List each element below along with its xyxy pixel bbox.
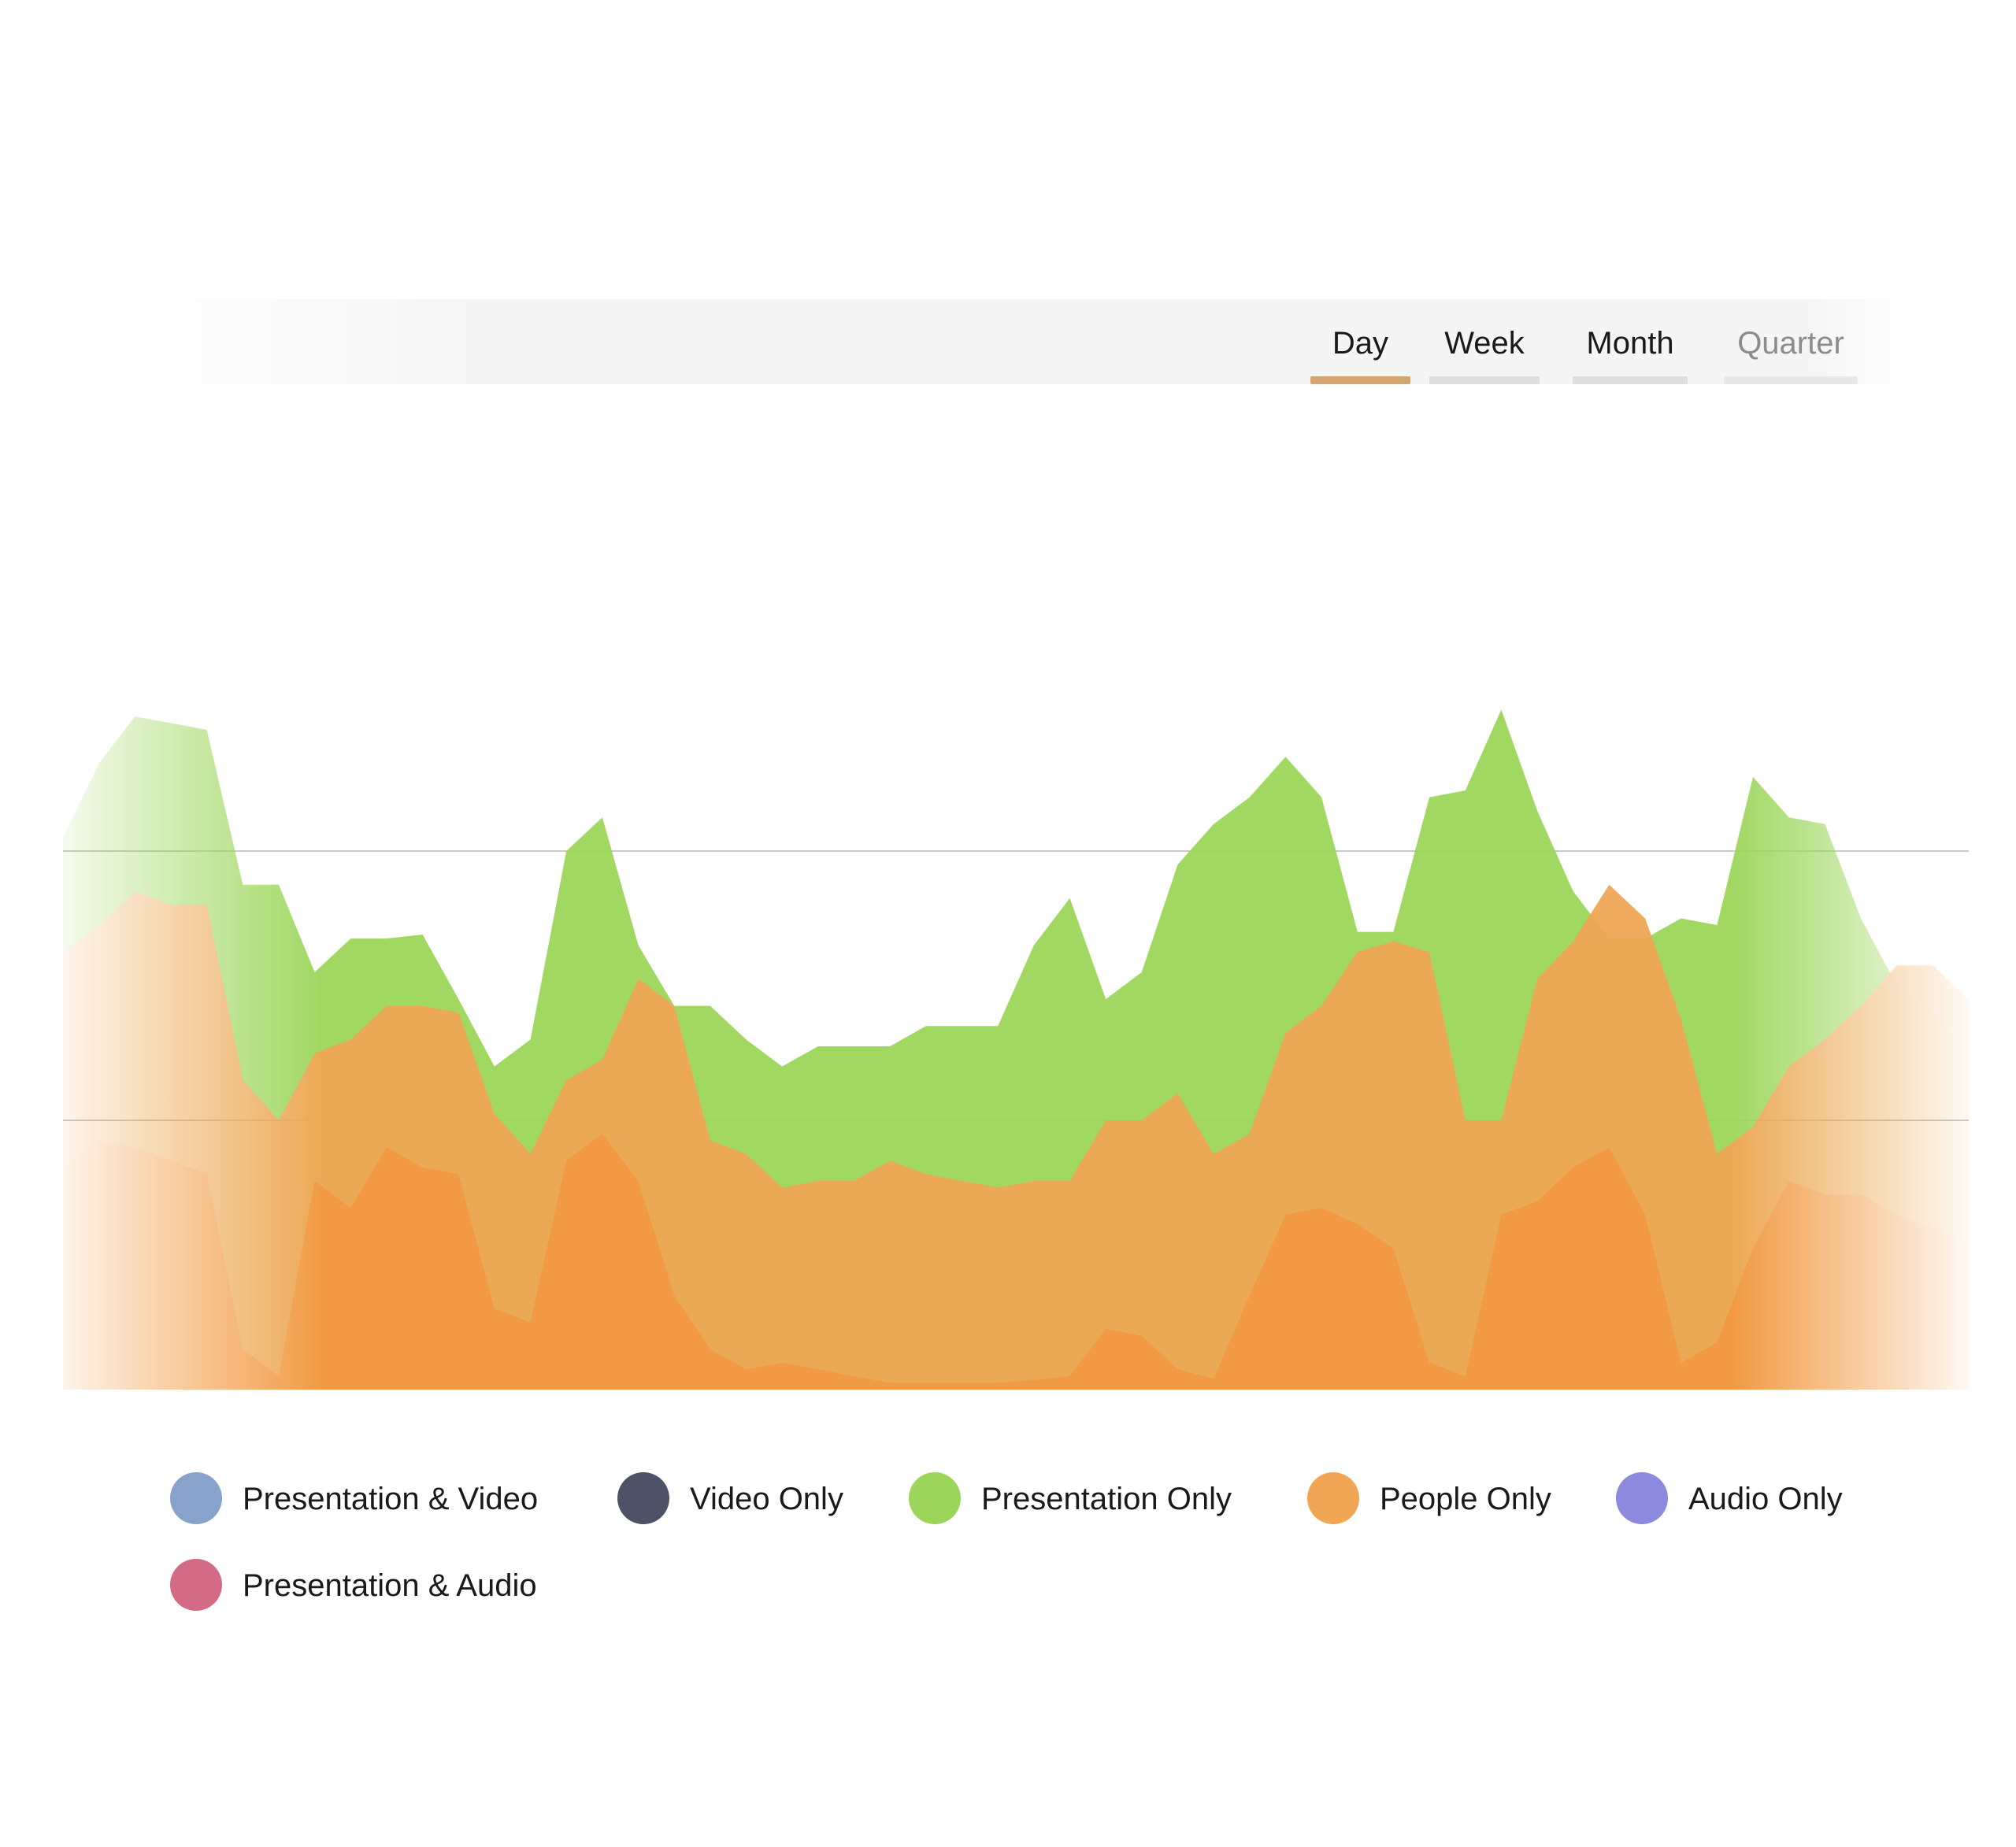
period-tabbar: Day Week Month Quarter <box>118 299 1914 384</box>
tab-week-indicator <box>1429 376 1540 384</box>
tab-day[interactable]: Day <box>1310 299 1410 384</box>
tab-quarter[interactable]: Quarter <box>1724 299 1858 384</box>
tab-week-label: Week <box>1444 326 1525 361</box>
tab-week[interactable]: Week <box>1429 299 1540 384</box>
legend-dot-icon <box>617 1472 669 1524</box>
legend-label: Audio Only <box>1688 1482 1843 1516</box>
legend-label: Video Only <box>690 1482 843 1516</box>
tab-day-label: Day <box>1332 326 1389 361</box>
series-layer <box>63 709 1969 1390</box>
legend-dot-icon <box>170 1472 222 1524</box>
legend-dot-icon <box>170 1559 222 1611</box>
tab-month-indicator <box>1573 376 1688 384</box>
legend-label: Presentation & Video <box>243 1482 539 1516</box>
legend-label: People Only <box>1380 1482 1551 1516</box>
tab-month-label: Month <box>1586 326 1674 361</box>
legend-dot-icon <box>1307 1472 1359 1524</box>
series-area-2 <box>63 1134 1969 1390</box>
area-chart <box>0 551 2016 1417</box>
tab-day-indicator <box>1310 376 1410 384</box>
tab-month[interactable]: Month <box>1573 299 1688 384</box>
area-chart-svg <box>63 581 1969 1390</box>
legend-dot-icon <box>909 1472 961 1524</box>
legend-label: Presentation & Audio <box>243 1568 537 1603</box>
tab-quarter-indicator <box>1724 376 1858 384</box>
legend-dot-icon <box>1616 1472 1668 1524</box>
tab-quarter-label: Quarter <box>1737 326 1844 361</box>
legend-label: Presentation Only <box>981 1482 1232 1516</box>
chart-legend: Presentation & Video Video Only Presenta… <box>0 1472 2016 1645</box>
